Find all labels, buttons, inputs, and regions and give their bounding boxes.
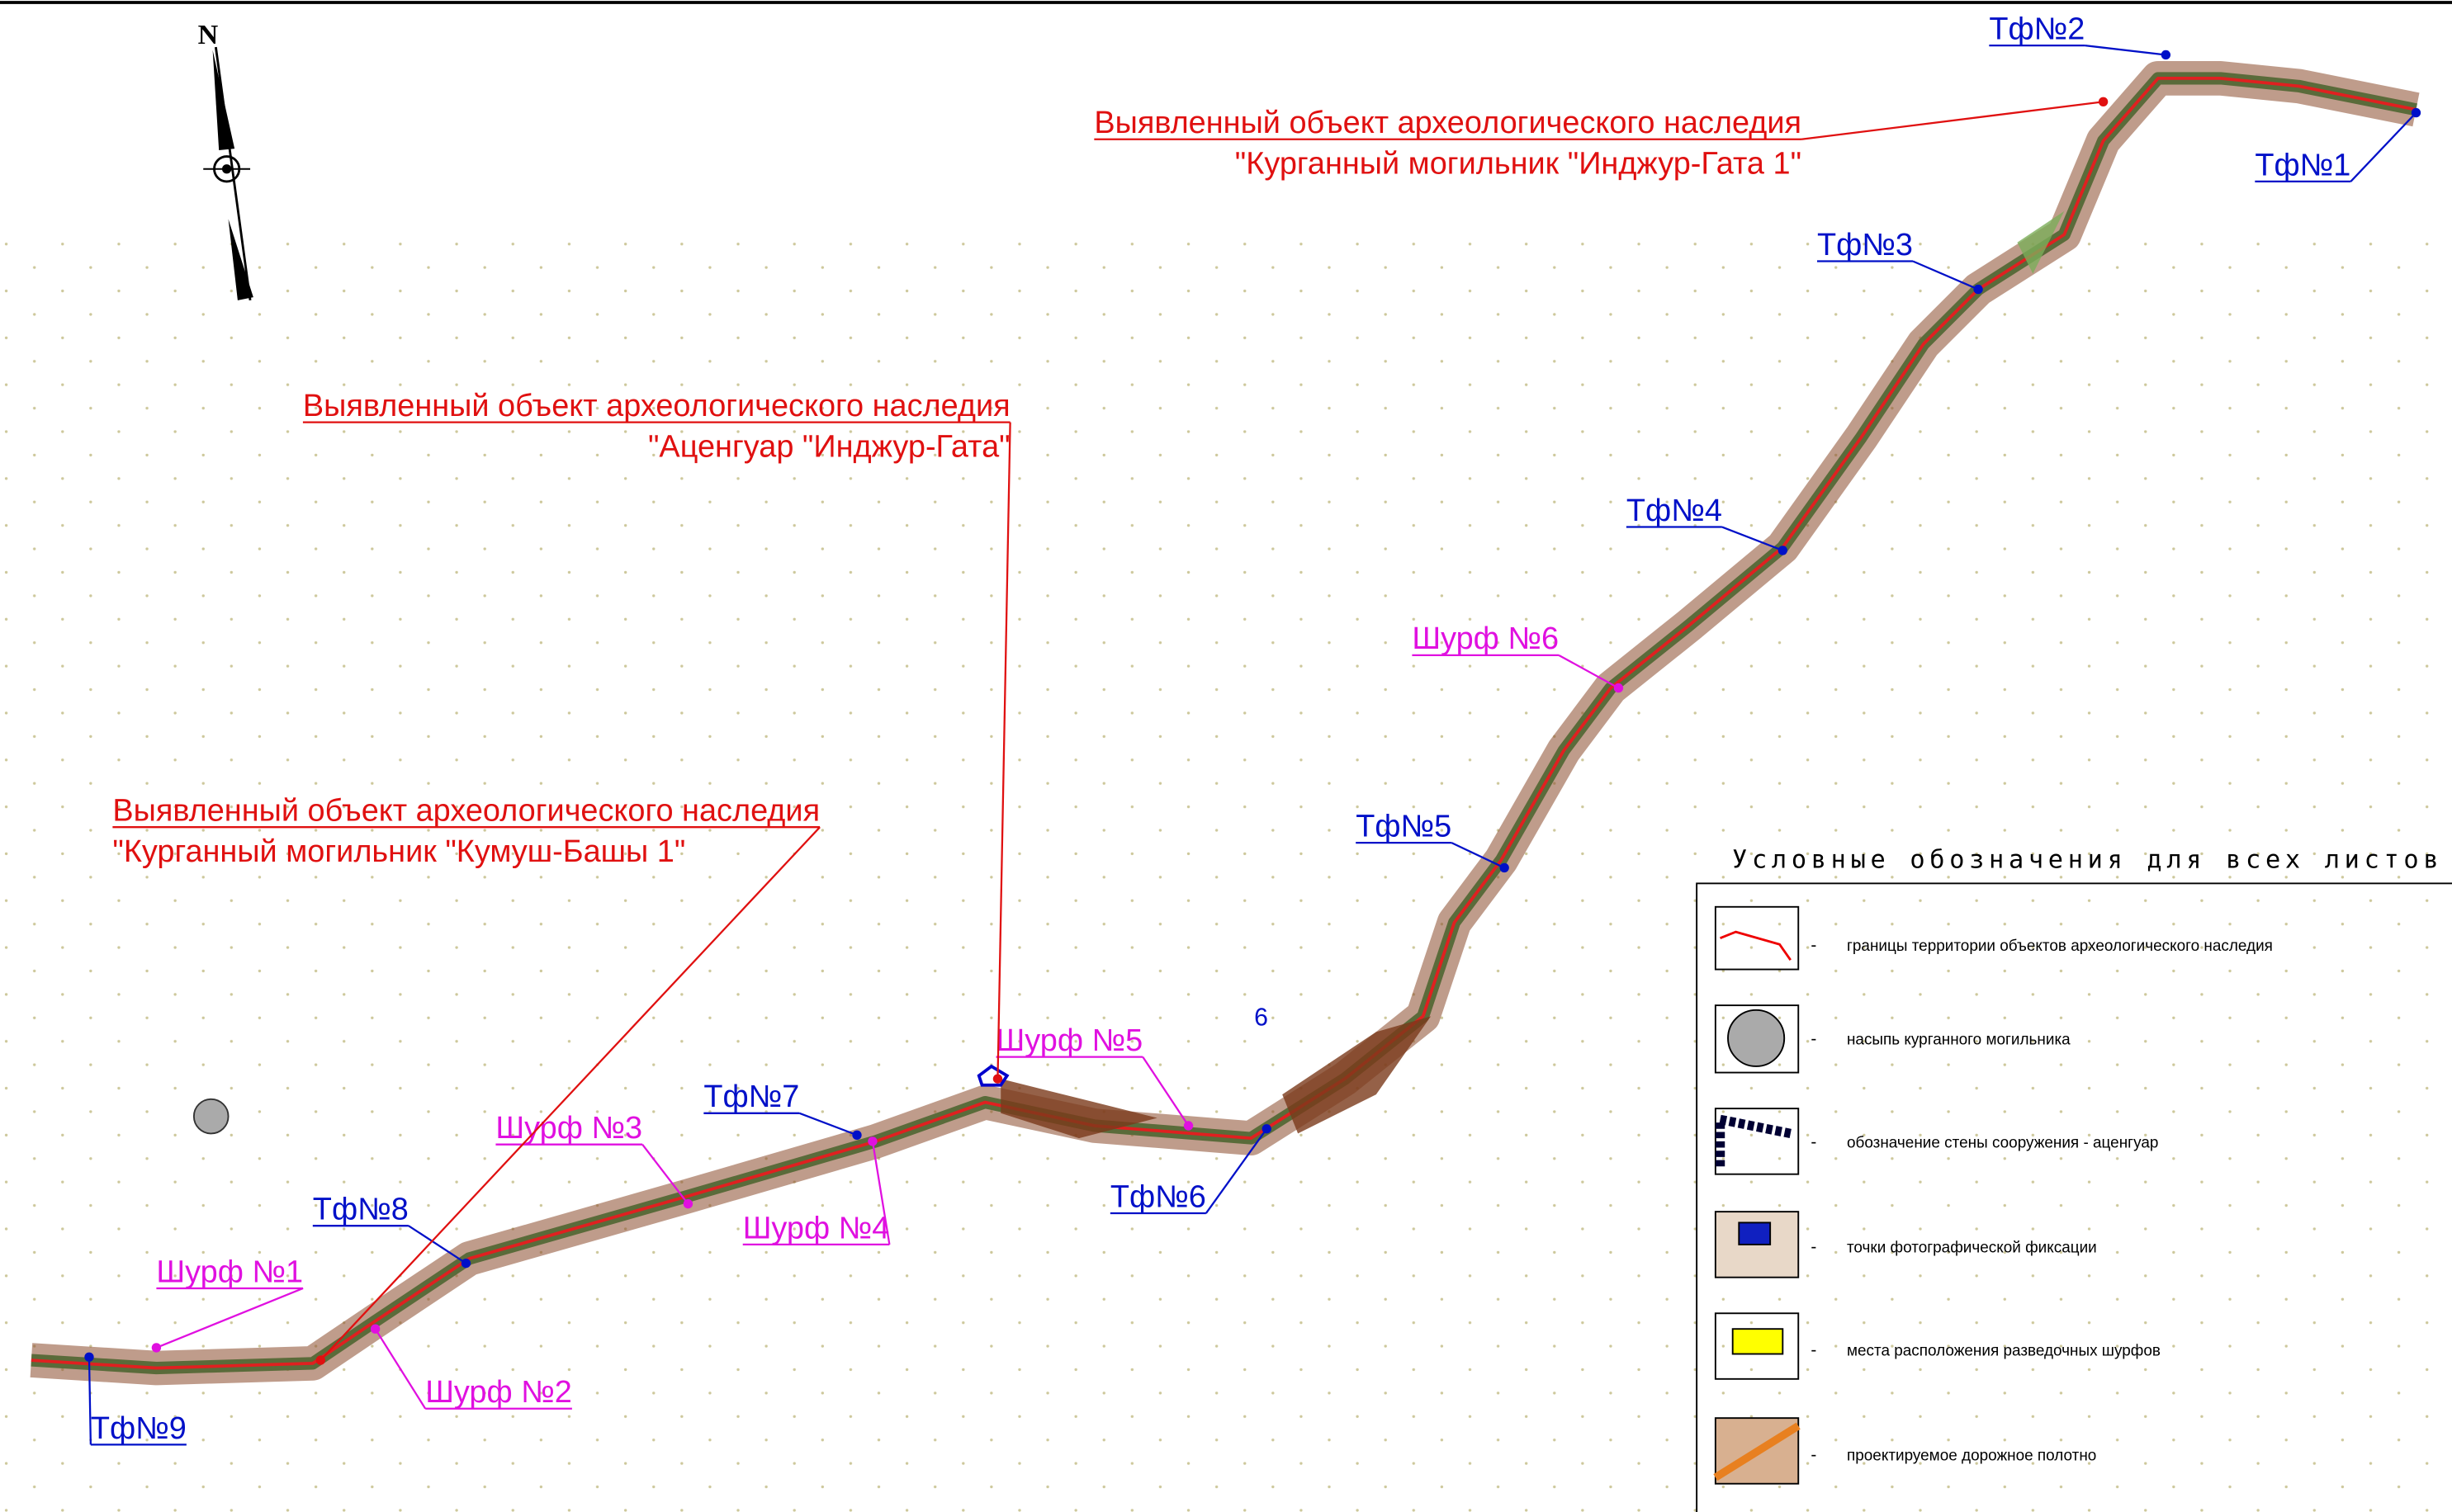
heritage-label: Выявленный объект археологического насле… [303, 389, 1011, 423]
pit-label: Шурф №6 [1412, 621, 1559, 656]
legend-dash: - [1811, 1340, 1816, 1359]
photo-point-label-leader [2350, 113, 2416, 182]
photo-point-label: Тф№7 [703, 1080, 799, 1114]
legend-dash: - [1811, 1132, 1816, 1151]
heritage-label-marker [2099, 97, 2108, 106]
photo-point-label-marker [852, 1131, 861, 1140]
heritage-label-marker [316, 1355, 325, 1364]
pit-label: Шурф №5 [996, 1023, 1143, 1058]
pit-label-marker [868, 1136, 877, 1146]
legend-dash: - [1811, 1237, 1816, 1256]
pit-label-marker [1614, 683, 1623, 692]
pit-label-marker [684, 1199, 693, 1208]
photo-point-label-marker [1973, 285, 1982, 294]
pit-label: Шурф №4 [743, 1211, 890, 1245]
survey-map: N Тф№1 Тф№2 Тф№3 Тф№4 Тф№5 Тф№6 Тф№7 Тф№8 Тф№9 Шур… [0, 0, 2452, 1512]
burial-mound [194, 1099, 229, 1134]
legend-dash: - [1811, 1445, 1816, 1464]
pit-label: Шурф №1 [156, 1254, 303, 1289]
photo-point-label: Тф№1 [2255, 148, 2350, 182]
sheet-mark: 6 [1254, 1004, 1268, 1032]
north-label: N [198, 20, 219, 50]
legend-text: обозначение стены сооружения - аценгуар [1847, 1134, 2158, 1151]
legend-text: точки фотографической фиксации [1847, 1239, 2097, 1256]
photo-point-label: Тф№5 [1356, 810, 1451, 844]
photo-point-label-marker [1499, 863, 1508, 872]
photo-point-label-leader [2085, 45, 2166, 54]
photo-point-label: Тф№4 [1626, 494, 1722, 528]
heritage-name: "Курганный могильник "Кумуш-Башы 1" [112, 834, 685, 869]
pit-label-marker [152, 1343, 161, 1352]
legend-dash: - [1811, 936, 1816, 955]
heritage-name: "Аценгуар "Инджур-Гата" [648, 429, 1011, 464]
photo-point-label: Тф№3 [1817, 228, 1913, 262]
heritage-label-leader [1801, 102, 2104, 139]
legend-dash: - [1811, 1029, 1816, 1048]
photo-point-label: Тф№8 [313, 1193, 409, 1227]
photo-point-label-marker [1262, 1124, 1271, 1133]
photo-point-label: Тф№2 [1989, 12, 2085, 47]
pit-label: Шурф №3 [495, 1111, 642, 1146]
heritage-name: "Курганный могильник "Инджур-Гата 1" [1235, 146, 1801, 181]
legend-title: Условные обозначения для всех листов [1732, 845, 2443, 874]
pit-label-marker [371, 1325, 380, 1334]
photo-point-label: Тф№9 [91, 1411, 187, 1446]
pit-label: Шурф №2 [425, 1375, 572, 1410]
photo-point-label-marker [84, 1353, 93, 1362]
pit-label-marker [1184, 1121, 1193, 1130]
legend-text: проектируемое дорожное полотно [1847, 1447, 2096, 1464]
photo-point-label-marker [1778, 546, 1787, 555]
photo-point-label-marker [2161, 50, 2170, 59]
photo-point-label: Тф№6 [1110, 1179, 1206, 1214]
heritage-label: Выявленный объект археологического насле… [112, 794, 820, 829]
heritage-label: Выявленный объект археологического насле… [1094, 106, 1801, 140]
photo-point-label-marker [462, 1259, 471, 1268]
legend-text: места расположения разведочных шурфов [1847, 1342, 2161, 1359]
legend-text: границы территории объектов археологичес… [1847, 938, 2273, 955]
heritage-label-marker [993, 1074, 1002, 1083]
legend-text: насыпь курганного могильника [1847, 1031, 2071, 1048]
photo-point-label-marker [2412, 108, 2421, 117]
